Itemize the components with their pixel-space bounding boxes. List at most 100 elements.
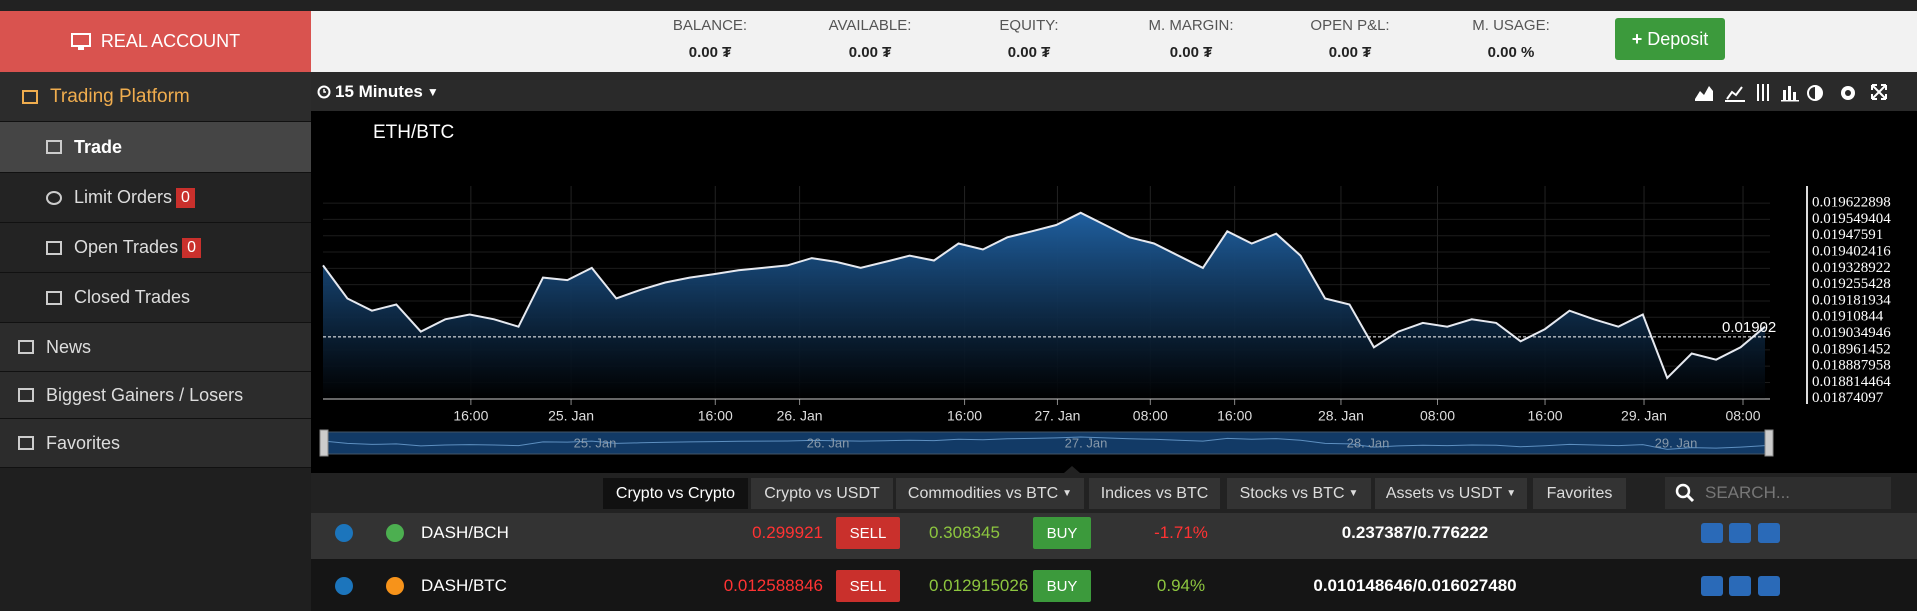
navigator-label: 27. Jan: [1065, 435, 1108, 450]
x-tick-label: 16:00: [1217, 408, 1252, 424]
icon[interactable]: [1725, 86, 1745, 102]
navigator-label: 28. Jan: [1347, 435, 1390, 450]
coin-icon: [386, 577, 404, 595]
buy-price: 0.012915026: [929, 576, 1029, 595]
sidebar-icon: [46, 290, 62, 305]
coin-icon: [335, 524, 353, 542]
sidebar-item[interactable]: News: [0, 323, 311, 372]
stat-value: 0.00 ₮: [848, 44, 892, 61]
sell-button[interactable]: SELL: [836, 570, 900, 602]
navigator-handle[interactable]: [1764, 429, 1774, 457]
chart-title: ETH/BTC: [373, 122, 454, 143]
sidebar-item[interactable]: Trade: [0, 122, 311, 173]
y-tick-label: 0.01874097: [1812, 390, 1884, 406]
sidebar-item[interactable]: Biggest Gainers / Losers: [0, 372, 311, 419]
tab[interactable]: Crypto vs Crypto: [603, 478, 748, 509]
price-line: [322, 211, 1766, 380]
icon[interactable]: [1781, 86, 1799, 102]
navigator-pointer: [1064, 466, 1080, 473]
coin-icon: [335, 577, 353, 595]
interval-dropdown[interactable]: 15 Minutes ▼: [317, 72, 439, 111]
tab[interactable]: Assets vs USDT ▼: [1375, 478, 1527, 509]
deposit-button[interactable]: + Deposit: [1615, 18, 1725, 60]
y-tick-label: 0.019549404: [1812, 211, 1891, 227]
navigator: [322, 431, 1771, 455]
search-icon: [1675, 483, 1695, 503]
tab[interactable]: Commodities vs BTC ▼: [896, 478, 1084, 509]
x-tick-label: 25. Jan: [548, 408, 594, 424]
sidebar-item[interactable]: Open Trades 0: [0, 223, 311, 273]
row-action[interactable]: [1758, 576, 1780, 596]
stat-label: OPEN P&L:: [1310, 17, 1390, 34]
sidebar-item[interactable]: Limit Orders 0: [0, 173, 311, 223]
search-box[interactable]: SEARCH...: [1665, 477, 1891, 509]
row-action[interactable]: [1729, 523, 1751, 543]
sidebar: Trading Platform Trade Limit Orders 0 Open T…: [0, 72, 311, 611]
y-tick-label: 0.019034946: [1812, 325, 1891, 341]
account-label: REAL ACCOUNT: [100, 31, 241, 51]
sidebar-icon: [22, 89, 38, 104]
tab[interactable]: Crypto vs USDT: [751, 478, 893, 509]
badge: 0: [182, 237, 201, 258]
sidebar-item[interactable]: Trading Platform: [0, 72, 311, 122]
tab-label: Indices vs BTC: [1100, 484, 1209, 502]
sell-price: 0.012588846: [723, 576, 823, 595]
y-tick-label: 0.01947591: [1812, 227, 1883, 243]
icon[interactable]: [1807, 85, 1823, 101]
sidebar-icon: [46, 140, 62, 154]
tab[interactable]: Favorites: [1533, 478, 1626, 509]
x-tick-label: 29. Jan: [1621, 408, 1667, 424]
icon[interactable]: [1841, 86, 1855, 100]
sell-button[interactable]: SELL: [836, 517, 900, 549]
y-tick-label: 0.018814464: [1812, 374, 1891, 390]
row-action[interactable]: [1729, 576, 1751, 596]
sidebar-label: Trade: [74, 136, 123, 157]
area: [323, 212, 1765, 399]
buy-button[interactable]: BUY: [1033, 517, 1091, 549]
x-tick-label: 08:00: [1725, 408, 1760, 424]
navigator-line: [322, 436, 1766, 450]
table-row: DASH/BCH 0.299921 SELL 0.308345 BUY -1.71% 0.2…: [311, 513, 1917, 559]
y-tick-label: 0.018887958: [1812, 358, 1891, 374]
sidebar-item[interactable]: Favorites: [0, 419, 311, 468]
caret: ▼: [1062, 488, 1073, 499]
tab[interactable]: Indices vs BTC: [1089, 478, 1220, 509]
deposit-label: Deposit: [1647, 28, 1709, 49]
stat-value: 0.00 ₮: [1328, 44, 1372, 61]
icon[interactable]: [1871, 84, 1887, 100]
row-action[interactable]: [1758, 523, 1780, 543]
chart-toolbar: 15 Minutes ▼: [311, 72, 1917, 111]
y-tick-label: 0.01910844: [1812, 309, 1884, 325]
caret: ▼: [426, 84, 439, 99]
tab-label: Crypto vs USDT: [764, 484, 880, 502]
range: 0.010148646/0.016027480: [1313, 576, 1517, 595]
account-button[interactable]: REAL ACCOUNT: [0, 11, 311, 72]
search-placeholder: SEARCH...: [1705, 483, 1791, 502]
stat-value: 0.00 ₮: [688, 44, 732, 61]
sidebar-item[interactable]: Closed Trades: [0, 273, 311, 323]
tab-label: Stocks vs BTC: [1239, 484, 1345, 502]
clock-icon: [317, 85, 331, 98]
sidebar-icon: [46, 240, 62, 255]
navigator-handle[interactable]: [319, 429, 329, 457]
stat-label: BALANCE:: [672, 17, 748, 34]
top-bar: [0, 0, 1917, 11]
tab[interactable]: Stocks vs BTC ▼: [1227, 478, 1371, 509]
icon[interactable]: [1757, 84, 1769, 101]
row-action[interactable]: [1701, 523, 1723, 543]
buy-button[interactable]: BUY: [1033, 570, 1091, 602]
last-price-label: 0.01902: [1722, 319, 1776, 336]
row-action[interactable]: [1701, 576, 1723, 596]
tab-label: Favorites: [1546, 484, 1613, 502]
tab-label: Assets vs USDT: [1385, 484, 1503, 502]
pair: DASH/BCH: [421, 523, 509, 542]
x-tick-label: 27. Jan: [1034, 408, 1080, 424]
sidebar-label: Limit Orders: [74, 187, 173, 207]
badge: 0: [176, 187, 195, 208]
sidebar-icon: [18, 340, 34, 354]
toolbar-icons: [1695, 84, 1887, 102]
sidebar-label: Closed Trades: [74, 287, 191, 307]
x-tick-label: 16:00: [947, 408, 982, 424]
icon[interactable]: [1695, 86, 1713, 101]
